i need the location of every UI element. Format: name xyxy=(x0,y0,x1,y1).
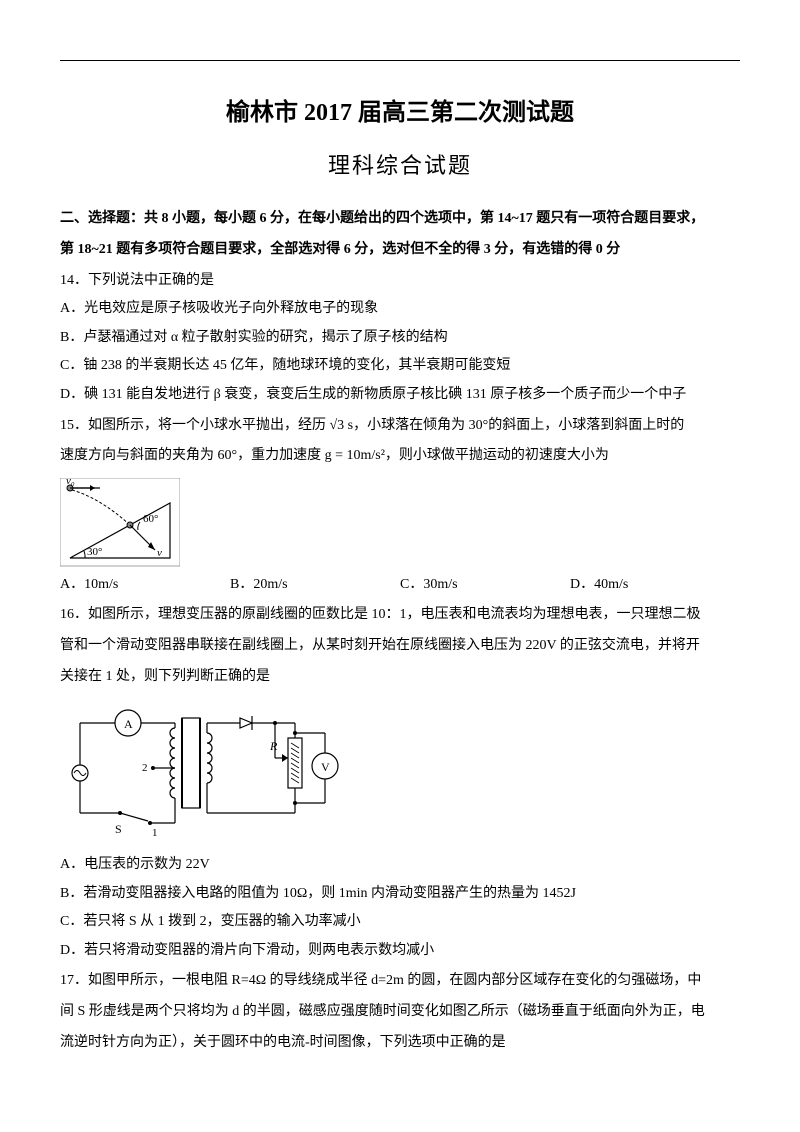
q16-opt-d: D．若只将滑动变阻器的滑片向下滑动，则两电表示数均减小 xyxy=(60,938,740,965)
q15-v0-label: v₀ xyxy=(66,478,75,487)
main-title: 榆林市 2017 届高三第二次测试题 xyxy=(60,91,740,137)
q16-voltmeter-label: V xyxy=(321,760,330,774)
instructions-line-1: 二、选择题：共 8 小题，每小题 6 分，在每小题给出的四个选项中，第 14~1… xyxy=(60,206,740,233)
q15-opt-d: D．40m/s xyxy=(570,572,740,599)
top-rule xyxy=(60,60,740,61)
q16-opt-b: B．若滑动变阻器接入电路的阻值为 10Ω，则 1min 内滑动变阻器产生的热量为… xyxy=(60,881,740,908)
q17-stem-a: 17．如图甲所示，一根电阻 R=4Ω 的导线绕成半径 d=2m 的圆，在圆内部分… xyxy=(60,968,740,995)
q16-tap-1: 1 xyxy=(152,827,158,839)
q16-ammeter-label: A xyxy=(124,717,133,731)
q16-stem-c: 关接在 1 处，则下列判断正确的是 xyxy=(60,664,740,691)
q16-stem-a: 16．如图所示，理想变压器的原副线圈的匝数比是 10：1，电压表和电流表均为理想… xyxy=(60,602,740,629)
q15-30-label: 30° xyxy=(87,546,102,558)
q16-switch-label: S xyxy=(115,822,122,836)
q15-stem-b: 速度方向与斜面的夹角为 60°，重力加速度 g = 10m/s²，则小球做平抛运… xyxy=(60,443,740,470)
q15-opt-c: C．30m/s xyxy=(400,572,570,599)
q15-v-label: v xyxy=(157,547,162,559)
q14-opt-b: B．卢瑟福通过对 α 粒子散射实验的研究，揭示了原子核的结构 xyxy=(60,325,740,352)
instructions-line-2: 第 18~21 题有多项符合题目要求，全部选对得 6 分，选对但不全的得 3 分… xyxy=(60,237,740,264)
q15-opt-b: B．20m/s xyxy=(230,572,400,599)
q16-r-label: R xyxy=(269,739,278,753)
q17-stem-c: 流逆时针方向为正），关于圆环中的电流-时间图像，下列选项中正确的是 xyxy=(60,1030,740,1057)
q16-figure: A 2 1 S R V xyxy=(60,698,740,848)
q14-opt-c: C．铀 238 的半衰期长达 45 亿年，随地球环境的变化，其半衰期可能变短 xyxy=(60,353,740,380)
q14-stem: 14．下列说法中正确的是 xyxy=(60,268,740,295)
q14-opt-a: A．光电效应是原子核吸收光子向外释放电子的现象 xyxy=(60,296,740,323)
q16-opt-a: A．电压表的示数为 22V xyxy=(60,852,740,879)
q16-stem-b: 管和一个滑动变阻器串联接在副线圈上，从某时刻开始在原线圈接入电压为 220V 的… xyxy=(60,633,740,660)
q17-stem-b: 间 S 形虚线是两个只将均为 d 的半圆，磁感应强度随时间变化如图乙所示（磁场垂… xyxy=(60,999,740,1026)
q14-opt-d: D．碘 131 能自发地进行 β 衰变，衰变后生成的新物质原子核比碘 131 原… xyxy=(60,382,740,409)
q15-opt-a: A．10m/s xyxy=(60,572,230,599)
q15-60-label: 60° xyxy=(143,513,158,525)
sub-title: 理科综合试题 xyxy=(60,145,740,187)
q15-options-row: A．10m/s B．20m/s C．30m/s D．40m/s xyxy=(60,572,740,599)
q16-opt-c: C．若只将 S 从 1 拨到 2，变压器的输入功率减小 xyxy=(60,909,740,936)
q16-tap-2: 2 xyxy=(142,762,148,774)
q15-figure: v₀ 60° 30° v xyxy=(60,478,740,568)
q15-stem-a: 15．如图所示，将一个小球水平抛出，经历 √3 s，小球落在倾角为 30°的斜面… xyxy=(60,413,740,440)
